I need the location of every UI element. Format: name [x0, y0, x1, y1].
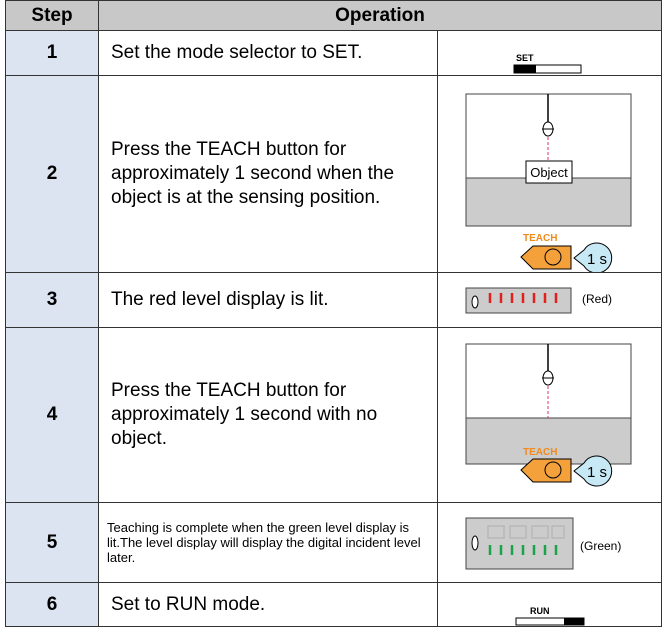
- time-callout: [573, 455, 613, 487]
- step-number: 4: [5, 327, 99, 503]
- green-segments: [488, 545, 558, 555]
- indicator: [471, 535, 479, 551]
- mode-label: RUN: [530, 606, 550, 616]
- figure-cell: SET: [436, 30, 663, 76]
- step-number: 1: [5, 30, 99, 76]
- time-label: 1 s: [587, 251, 607, 268]
- floor: [465, 417, 632, 465]
- slider-knob: [564, 618, 584, 625]
- step-number: 5: [5, 502, 99, 583]
- row: 5 Teaching is complete when the green le…: [5, 502, 663, 583]
- button-circle: [544, 248, 562, 266]
- color-note: (Red): [582, 292, 612, 306]
- figure: TEACH 1 s: [465, 343, 632, 487]
- row: 3 The red level display is lit. (Red): [5, 272, 663, 328]
- step-text: Press the TEACH button for approximately…: [98, 75, 438, 273]
- segment: [551, 525, 565, 539]
- mode-label: SET: [516, 53, 534, 63]
- step-number: 3: [5, 272, 99, 328]
- figure-cell: (Green): [436, 502, 663, 583]
- time-callout: [573, 242, 613, 272]
- time-label: 1 s: [587, 464, 607, 481]
- figure-cell: TEACH 1 s: [436, 327, 663, 503]
- segment: Step Operation 1 Set the mode selector t…: [5, 0, 663, 627]
- digit-segments: [487, 525, 565, 539]
- figure-cell: (Red): [436, 272, 663, 328]
- button-circle: [544, 461, 562, 479]
- figure: Object TEACH 1 s: [465, 93, 632, 272]
- segment: [509, 525, 527, 539]
- red-segments: [488, 293, 558, 303]
- floor: [465, 177, 632, 227]
- header-operation: Operation: [97, 0, 663, 31]
- steps-table: Step Operation 1 Set the mode selector t…: [5, 0, 663, 627]
- object-box: [525, 160, 573, 184]
- step-text: Press the TEACH button for approximately…: [98, 327, 438, 503]
- header-row: Step Operation: [5, 0, 663, 31]
- step-number: 2: [5, 75, 99, 273]
- slider-knob: [514, 65, 536, 73]
- figure-cell: RUN: [436, 582, 663, 627]
- button-label: TEACH: [523, 233, 557, 244]
- figure: RUN: [515, 606, 585, 626]
- header-step: Step: [5, 0, 99, 31]
- step-text: Set to RUN mode.: [98, 582, 438, 627]
- segment: [531, 525, 549, 539]
- display: [465, 287, 572, 314]
- color-note: (Green): [580, 539, 621, 553]
- step-text: The red level display is lit.: [98, 272, 438, 328]
- figure: (Red): [465, 287, 612, 314]
- step-text: Teaching is complete when the green leve…: [98, 502, 438, 583]
- indicator: [471, 295, 479, 309]
- figure-cell: Object TEACH 1 s: [436, 75, 663, 273]
- row: 1 Set the mode selector to SET. SET: [5, 30, 663, 76]
- figure: SET: [513, 53, 582, 74]
- row: 2 Press the TEACH button for approximate…: [5, 75, 663, 273]
- step-number: 6: [5, 582, 99, 627]
- figure: (Green): [465, 517, 621, 570]
- row: 4 Press the TEACH button for approximate…: [5, 327, 663, 503]
- row: 6 Set to RUN mode. RUN: [5, 582, 663, 627]
- button-label: TEACH: [523, 447, 557, 458]
- segment: [487, 525, 505, 539]
- object-label: Object: [530, 165, 568, 180]
- step-text: Set the mode selector to SET.: [98, 30, 438, 76]
